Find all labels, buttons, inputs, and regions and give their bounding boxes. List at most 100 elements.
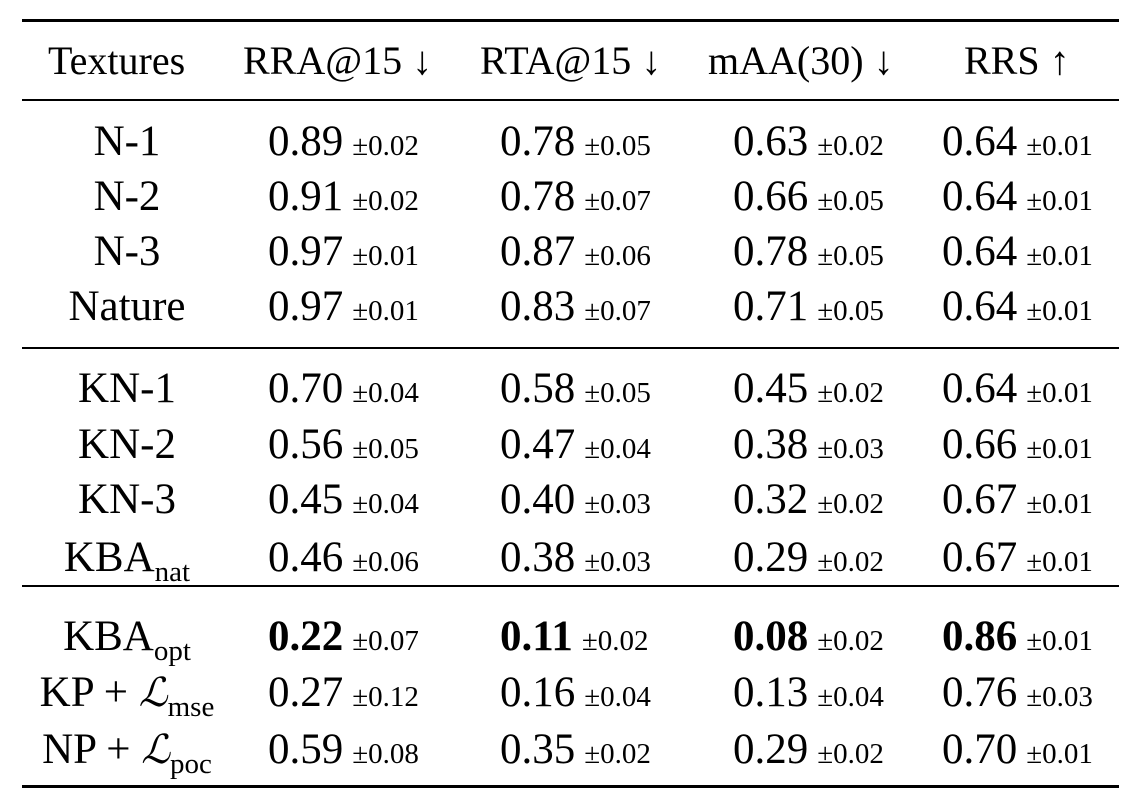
- std-value: ±0.05: [584, 130, 651, 162]
- mean-value: 0.64: [942, 228, 1018, 275]
- mean-value: 0.83: [500, 283, 576, 330]
- group-rule-2: [22, 585, 1119, 587]
- std-value: ±0.01: [352, 240, 419, 272]
- mean-value: 0.70: [268, 365, 344, 412]
- mean-value: 0.32: [733, 476, 809, 523]
- std-value: ±0.01: [352, 295, 419, 327]
- table-row: N-3 0.97 ±0.01 0.87 ±0.06 0.78 ±0.05 0.64 ±0.01: [0, 224, 1144, 280]
- row-label-text: KN-1: [78, 365, 176, 412]
- value-cell: 0.64 ±0.01: [942, 361, 1093, 417]
- row-label-subscript: mse: [167, 691, 215, 723]
- std-value: ±0.03: [584, 488, 651, 520]
- mean-value: 0.70: [942, 726, 1018, 773]
- mean-value: 0.40: [500, 476, 576, 523]
- mean-value: 0.97: [268, 283, 344, 330]
- row-label-text: NP +: [42, 726, 142, 773]
- row-label: KN-1: [17, 361, 237, 417]
- value-cell: 0.47 ±0.04: [500, 417, 651, 473]
- mean-value: 0.13: [733, 669, 809, 716]
- std-value: ±0.04: [817, 681, 884, 713]
- row-label-subscript: opt: [153, 635, 191, 667]
- mean-value: 0.86: [942, 613, 1018, 660]
- top-rule: [22, 19, 1119, 22]
- table-row: Nature 0.97 ±0.01 0.83 ±0.07 0.71 ±0.05 0.64 ±0.…: [0, 279, 1144, 335]
- bottom-rule: [22, 785, 1119, 788]
- mean-value: 0.64: [942, 118, 1018, 165]
- mean-value: 0.87: [500, 228, 576, 275]
- mean-value: 0.67: [942, 534, 1018, 581]
- mean-value: 0.56: [268, 421, 344, 468]
- value-cell: 0.71 ±0.05: [733, 279, 884, 335]
- row-label-text: N-3: [93, 228, 161, 275]
- row-label: N-2: [17, 169, 237, 225]
- std-value: ±0.02: [817, 738, 884, 770]
- std-value: ±0.04: [584, 433, 651, 465]
- mean-value: 0.11: [500, 613, 573, 660]
- row-label: KBAopt: [17, 609, 237, 667]
- mean-value: 0.67: [942, 476, 1018, 523]
- row-label: KN-2: [17, 417, 237, 473]
- value-cell: 0.46 ±0.06: [268, 530, 419, 586]
- row-label: N-1: [17, 114, 237, 170]
- table-row: KN-3 0.45 ±0.04 0.40 ±0.03 0.32 ±0.02 0.67 ±0.01: [0, 472, 1144, 528]
- mean-value: 0.78: [733, 228, 809, 275]
- mean-value: 0.35: [500, 726, 576, 773]
- table-row: KN-1 0.70 ±0.04 0.58 ±0.05 0.45 ±0.02 0.64 ±0.01: [0, 361, 1144, 417]
- row-label-text: KBA: [63, 613, 154, 660]
- group-rule-1: [22, 347, 1119, 349]
- mean-value: 0.78: [500, 118, 576, 165]
- mean-value: 0.45: [733, 365, 809, 412]
- header-rta15: RTA@15 ↓: [480, 38, 662, 83]
- value-cell: 0.87 ±0.06: [500, 224, 651, 280]
- value-cell: 0.11 ±0.02: [500, 609, 649, 665]
- std-value: ±0.02: [817, 546, 884, 578]
- mean-value: 0.76: [942, 669, 1018, 716]
- std-value: ±0.06: [352, 546, 419, 578]
- mean-value: 0.16: [500, 669, 576, 716]
- value-cell: 0.64 ±0.01: [942, 224, 1093, 280]
- row-label: KBAnat: [17, 530, 237, 588]
- std-value: ±0.01: [1026, 185, 1093, 217]
- row-label: KP + ℒmse: [17, 665, 237, 723]
- std-value: ±0.03: [1026, 681, 1093, 713]
- std-value: ±0.01: [1026, 240, 1093, 272]
- table-row: KBAopt 0.22 ±0.07 0.11 ±0.02 0.08 ±0.02 0.86 ±0.…: [0, 609, 1144, 667]
- std-value: ±0.05: [352, 433, 419, 465]
- value-cell: 0.63 ±0.02: [733, 114, 884, 170]
- row-label: KN-3: [17, 472, 237, 528]
- std-value: ±0.02: [817, 377, 884, 409]
- table-row: N-1 0.89 ±0.02 0.78 ±0.05 0.63 ±0.02 0.64 ±0.01: [0, 114, 1144, 170]
- value-cell: 0.58 ±0.05: [500, 361, 651, 417]
- mean-value: 0.91: [268, 173, 344, 220]
- mean-value: 0.66: [942, 421, 1018, 468]
- std-value: ±0.05: [584, 377, 651, 409]
- row-label: Nature: [17, 279, 237, 335]
- header-rra15: RRA@15 ↓: [243, 38, 433, 83]
- value-cell: 0.70 ±0.01: [942, 722, 1093, 778]
- row-label-text: N-1: [93, 118, 161, 165]
- value-cell: 0.45 ±0.04: [268, 472, 419, 528]
- row-label-text: N-2: [93, 173, 161, 220]
- value-cell: 0.38 ±0.03: [500, 530, 651, 586]
- std-value: ±0.04: [352, 377, 419, 409]
- header-textures: Textures: [48, 38, 186, 83]
- std-value: ±0.05: [817, 240, 884, 272]
- std-value: ±0.07: [352, 625, 419, 657]
- value-cell: 0.70 ±0.04: [268, 361, 419, 417]
- mean-value: 0.38: [733, 421, 809, 468]
- row-label-text: KN-3: [78, 476, 176, 523]
- value-cell: 0.40 ±0.03: [500, 472, 651, 528]
- std-value: ±0.02: [817, 488, 884, 520]
- mean-value: 0.78: [500, 173, 576, 220]
- mean-value: 0.29: [733, 726, 809, 773]
- table-row: KN-2 0.56 ±0.05 0.47 ±0.04 0.38 ±0.03 0.66 ±0.01: [0, 417, 1144, 473]
- value-cell: 0.27 ±0.12: [268, 665, 419, 721]
- value-cell: 0.45 ±0.02: [733, 361, 884, 417]
- value-cell: 0.29 ±0.02: [733, 722, 884, 778]
- value-cell: 0.32 ±0.02: [733, 472, 884, 528]
- value-cell: 0.35 ±0.02: [500, 722, 651, 778]
- value-cell: 0.78 ±0.05: [733, 224, 884, 280]
- value-cell: 0.38 ±0.03: [733, 417, 884, 473]
- value-cell: 0.64 ±0.01: [942, 279, 1093, 335]
- mean-value: 0.38: [500, 534, 576, 581]
